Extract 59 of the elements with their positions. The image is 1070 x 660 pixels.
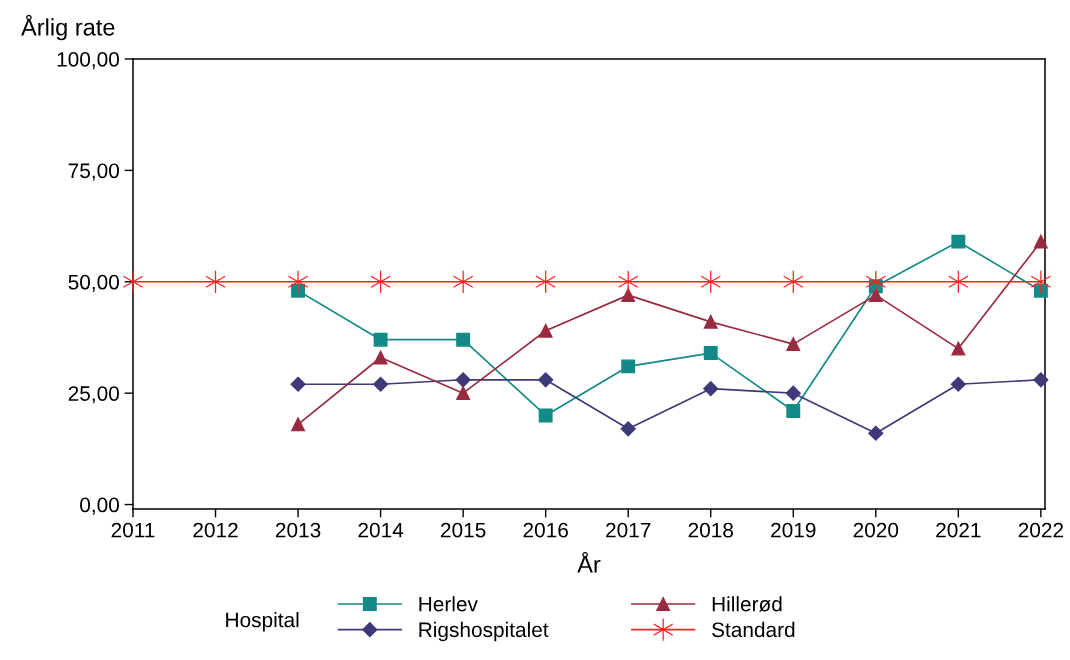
x-tick-label: 2021 [936, 522, 981, 538]
point [290, 376, 306, 392]
point [783, 270, 804, 294]
point [703, 381, 719, 397]
y-tick-label: 100,00 [57, 52, 119, 70]
y-tick-label: 75,00 [68, 163, 119, 181]
point [373, 376, 389, 392]
x-tick-label: 2012 [193, 522, 238, 538]
point [538, 323, 553, 338]
point [865, 270, 887, 294]
point [373, 332, 388, 347]
y-tick-label: 50,00 [68, 274, 119, 292]
x-tick-label: 2019 [771, 522, 816, 538]
point [205, 270, 226, 294]
point [1033, 234, 1048, 249]
point [538, 408, 553, 423]
point [951, 341, 966, 356]
point [373, 350, 388, 365]
y-axis-title: Årlig rate [21, 14, 115, 41]
point [621, 359, 636, 374]
x-tick-label: 2017 [606, 522, 651, 538]
legend-label: Standard [712, 621, 795, 638]
point [455, 372, 471, 388]
x-tick-label: 2016 [523, 522, 568, 538]
point [785, 385, 801, 401]
point [287, 270, 309, 294]
y-tick-label: 0,00 [80, 497, 119, 515]
x-tick-label: 2014 [358, 522, 404, 538]
point [1033, 372, 1049, 388]
point [950, 376, 966, 392]
point [620, 421, 636, 437]
legend-title: Hospital [226, 612, 299, 632]
point [951, 234, 966, 249]
legend-label: Rigshospitalet [419, 621, 549, 642]
point [456, 386, 471, 401]
x-tick-label: 2020 [853, 522, 899, 538]
point [703, 314, 718, 329]
point [868, 425, 884, 441]
point [621, 288, 636, 303]
point [1033, 283, 1048, 298]
point [703, 346, 718, 361]
point [291, 417, 306, 432]
x-tick-label: 2015 [441, 522, 486, 538]
point [122, 270, 144, 294]
x-tick-label: 2011 [111, 522, 155, 538]
point [868, 288, 883, 303]
legend-label: Herlev [419, 596, 478, 612]
x-axis-title: År [577, 551, 601, 573]
x-tick-label: 2018 [688, 522, 734, 538]
point [700, 270, 721, 294]
point [617, 270, 639, 294]
point [538, 372, 554, 388]
point [786, 337, 801, 352]
point [786, 404, 801, 418]
y-tick-label: 25,00 [68, 386, 119, 404]
point [456, 332, 471, 347]
legend-label: Hillerød [712, 596, 782, 612]
x-tick-label: 2022 [1018, 522, 1063, 538]
x-tick-label: 2013 [275, 522, 321, 538]
